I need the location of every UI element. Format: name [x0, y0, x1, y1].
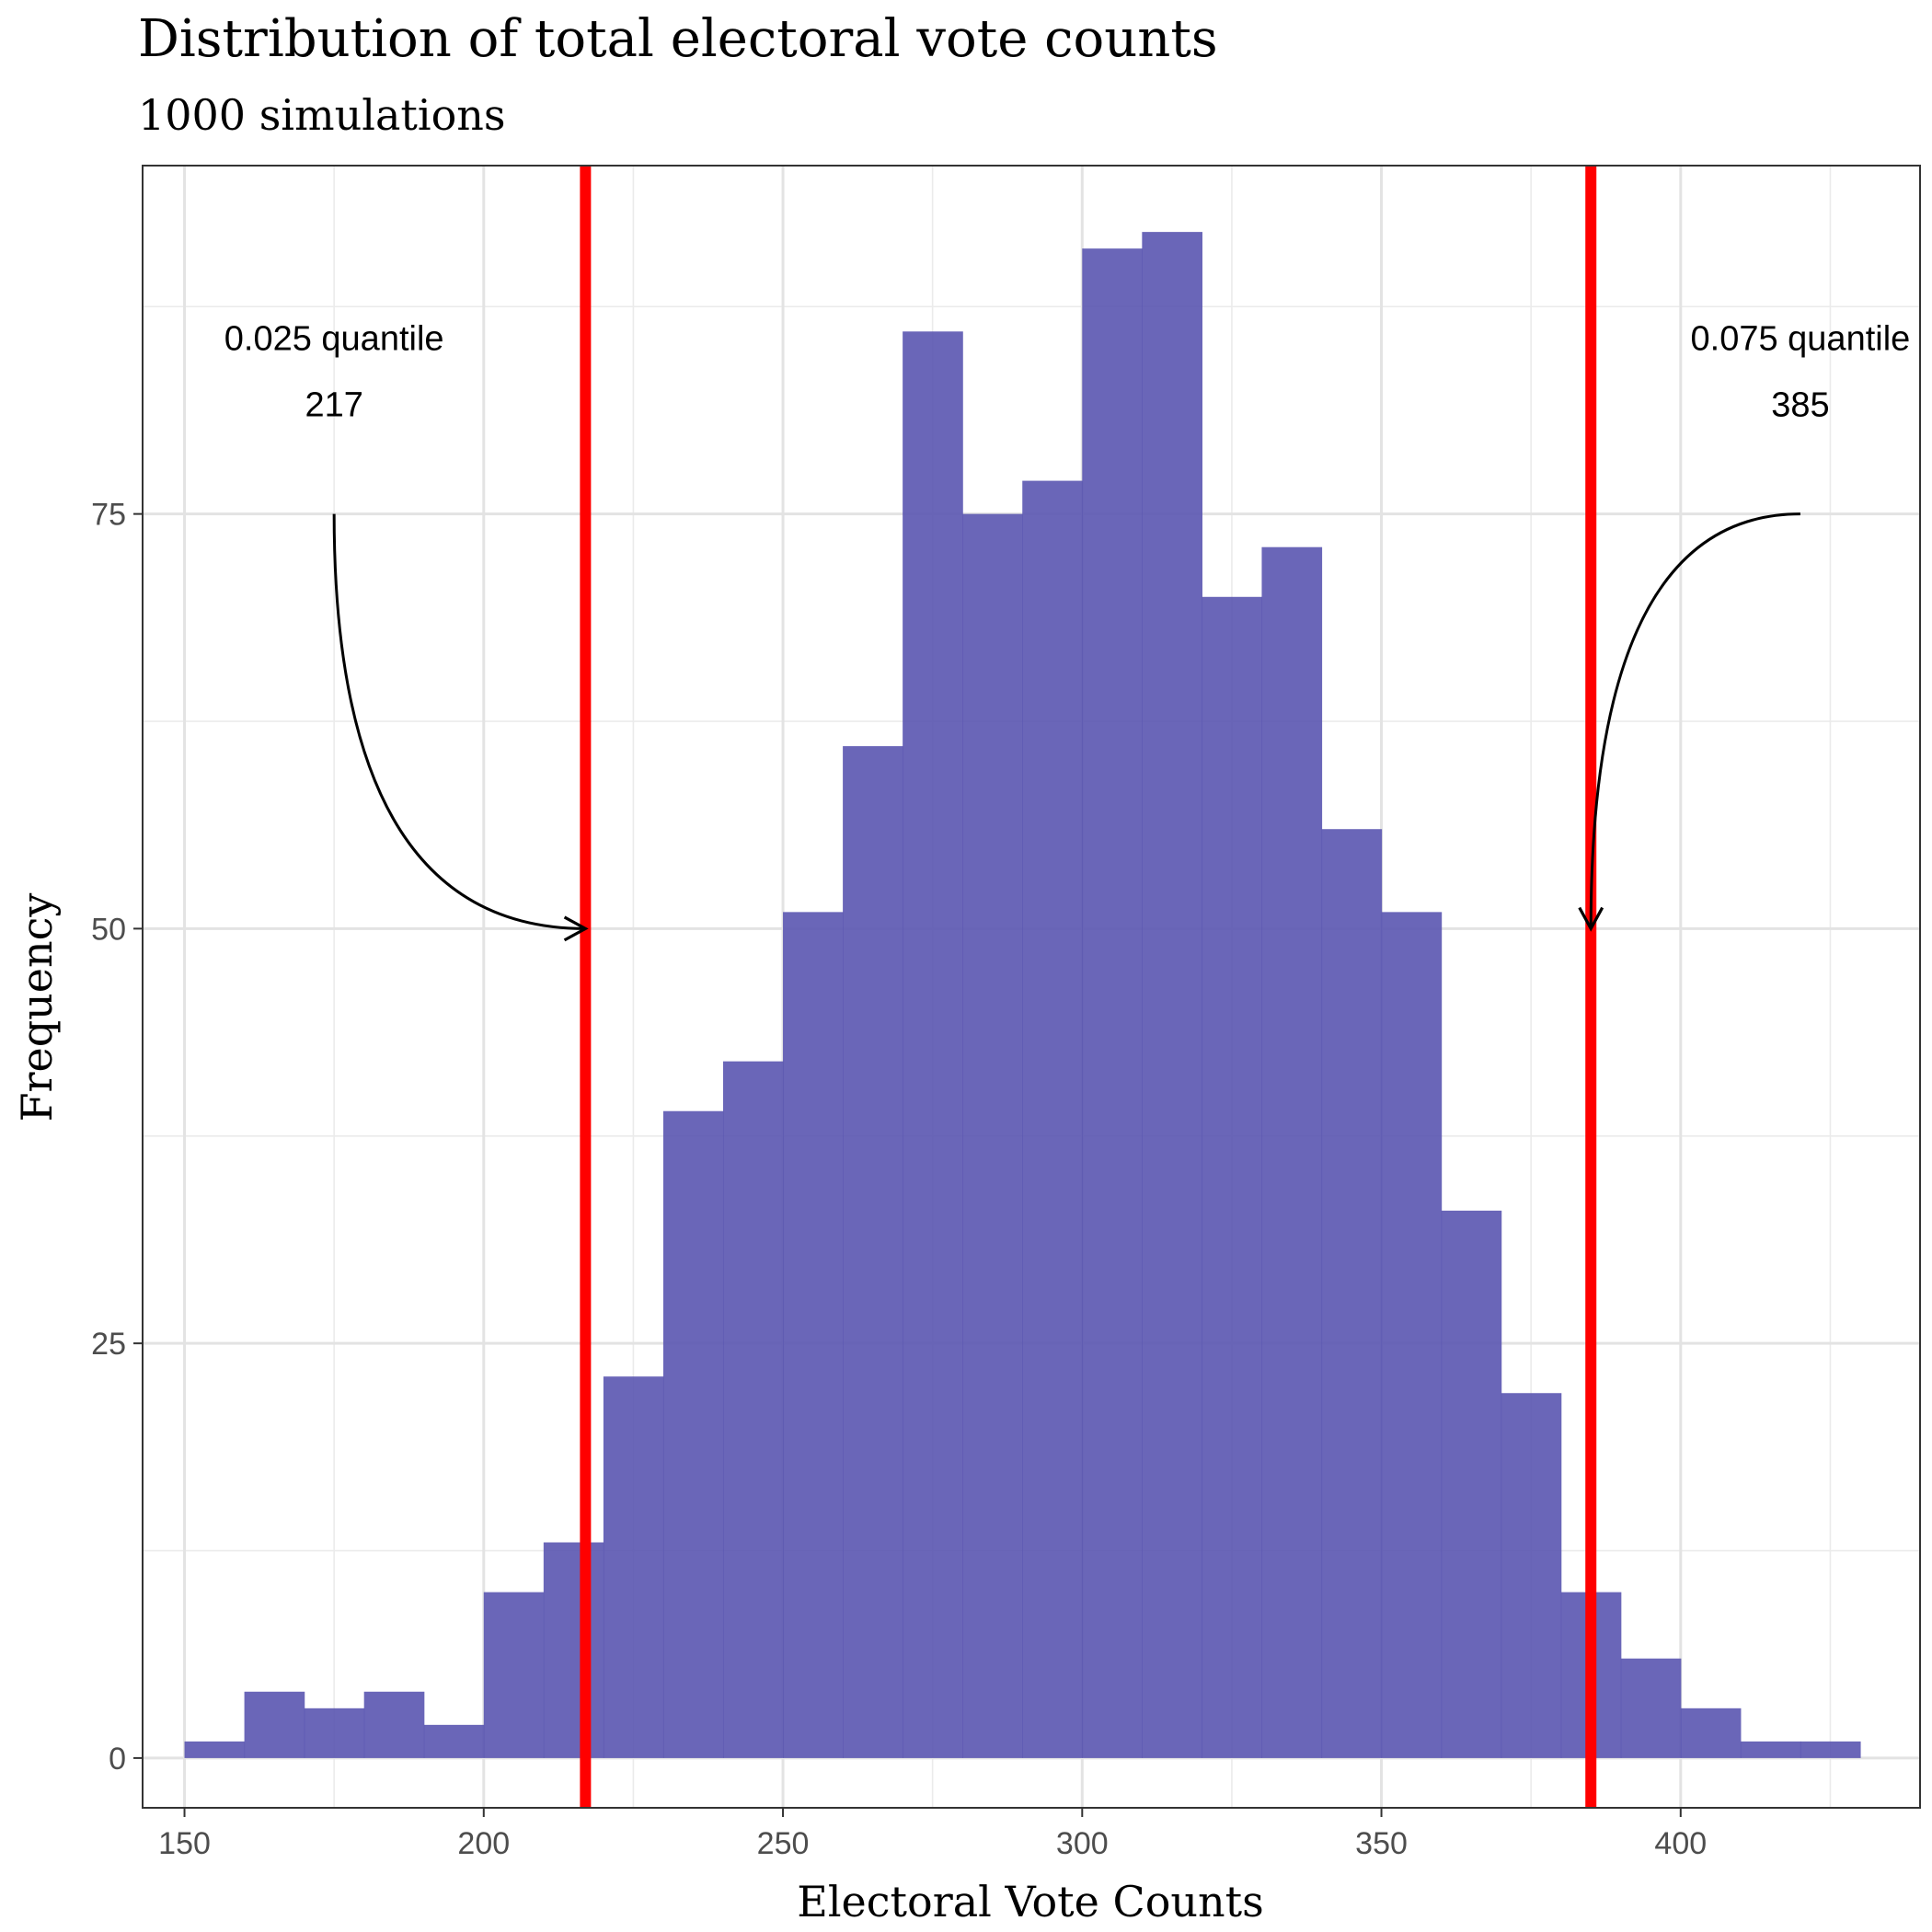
- y-tick-label: 25: [91, 1327, 126, 1362]
- histogram-bar: [1441, 1210, 1502, 1758]
- annotation-label: 0.075 quantile: [1691, 319, 1911, 358]
- histogram-bars: [184, 232, 1861, 1758]
- histogram-bar: [1800, 1741, 1861, 1758]
- histogram-bar: [1142, 232, 1202, 1758]
- histogram-bar: [244, 1691, 305, 1758]
- arrowhead: [1578, 906, 1604, 932]
- panel-border: [142, 165, 1921, 1809]
- quantile-lines: [580, 166, 1597, 1808]
- histogram-bar: [1680, 1708, 1742, 1758]
- histogram-bar: [603, 1376, 664, 1758]
- histogram-bar: [1381, 912, 1443, 1758]
- histogram-bar: [843, 746, 903, 1758]
- x-tick-label: 300: [1056, 1826, 1109, 1861]
- histogram-bar: [1321, 829, 1383, 1758]
- histogram-bar: [1261, 546, 1323, 1758]
- histogram-bar: [363, 1691, 425, 1758]
- histogram-bar: [1022, 480, 1083, 1758]
- y-tick-label: 0: [109, 1742, 126, 1777]
- annotation-arrow: [332, 513, 586, 930]
- chart-title: Distribution of total electoral vote cou…: [138, 9, 1218, 69]
- y-tick-label: 50: [91, 912, 126, 947]
- histogram-bar: [662, 1110, 724, 1758]
- histogram-bar: [1202, 596, 1263, 1758]
- x-tick-label: 350: [1355, 1826, 1408, 1861]
- annotation-value: 385: [1771, 385, 1829, 424]
- x-axis-title: Electoral Vote Counts: [797, 1877, 1263, 1926]
- histogram-bar: [722, 1061, 784, 1758]
- x-tick-label: 200: [457, 1826, 510, 1861]
- histogram-bar: [1620, 1658, 1682, 1758]
- histogram-bar: [1740, 1741, 1801, 1758]
- histogram-bar: [483, 1592, 545, 1758]
- axes: 150 200 250 300 350 400 0 25 50 75: [91, 165, 1921, 1861]
- annotations: 0.025 quantile 217 0.075 quantile 385: [224, 319, 1911, 942]
- histogram-bar: [962, 513, 1023, 1758]
- annotation-label: 0.025 quantile: [224, 319, 444, 358]
- histogram-bar: [543, 1542, 604, 1758]
- histogram-bar: [783, 912, 844, 1758]
- histogram-bar: [304, 1708, 365, 1758]
- histogram-bar: [184, 1741, 246, 1758]
- histogram-bar: [1501, 1393, 1562, 1758]
- annotation-value: 217: [305, 385, 362, 424]
- x-tick-label: 400: [1654, 1826, 1707, 1861]
- histogram-bar: [423, 1724, 485, 1758]
- annotation-arrow: [1589, 512, 1800, 929]
- y-axis-title: Frequency: [12, 893, 62, 1122]
- x-tick-label: 150: [158, 1826, 211, 1861]
- histogram-bar: [1082, 248, 1143, 1758]
- y-tick-label: 75: [91, 498, 126, 533]
- arrowhead: [563, 915, 589, 942]
- x-tick-label: 250: [757, 1826, 810, 1861]
- histogram-bar: [903, 331, 963, 1758]
- chart-subtitle: 1000 simulations: [138, 90, 506, 140]
